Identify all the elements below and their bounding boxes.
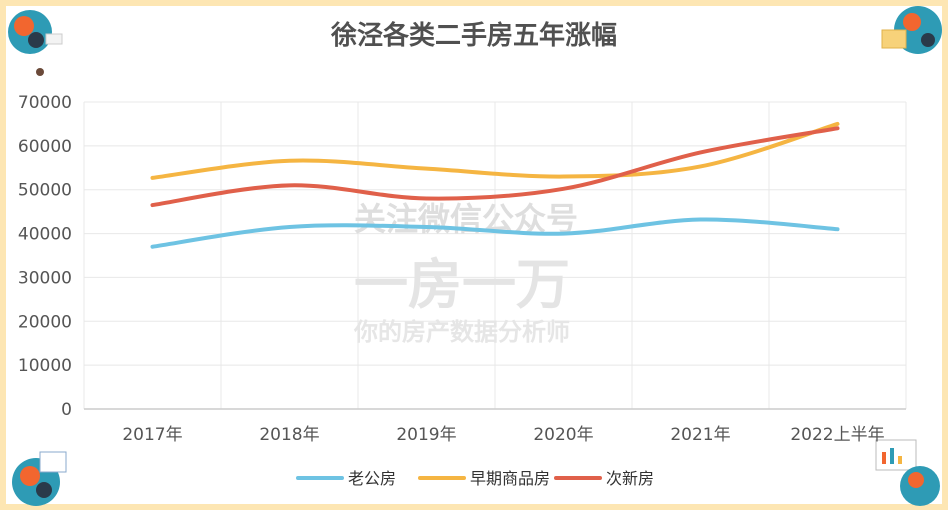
- x-tick-label: 2019年: [396, 425, 456, 445]
- series-lines: [150, 121, 840, 249]
- chart-title: 徐泾各类二手房五年涨幅: [330, 20, 617, 51]
- x-tick-label: 2022上半年: [790, 425, 884, 445]
- gridlines: [83, 101, 907, 410]
- x-axis-ticks: 2017年 2018年 2019年 2020年 2021年 2022上半年: [122, 425, 884, 445]
- legend: 老公房 早期商品房 次新房: [296, 469, 654, 488]
- corner-illustration-bottom-left: [12, 451, 67, 506]
- series-line-2: [150, 126, 840, 208]
- watermark-line-2: 一房一万: [354, 253, 570, 316]
- watermark-line-3: 你的房产数据分析师: [353, 318, 570, 346]
- series-line-1: [150, 121, 840, 180]
- legend-label: 次新房: [606, 469, 654, 488]
- x-tick-label: 2018年: [259, 425, 319, 445]
- y-tick-label: 10000: [18, 356, 72, 376]
- x-tick-label: 2020年: [533, 425, 593, 445]
- legend-label: 老公房: [348, 469, 396, 488]
- corner-illustration-bottom-right: [875, 439, 940, 506]
- corner-illustration-top-left: [8, 10, 63, 76]
- series-line-0: [150, 217, 840, 249]
- y-tick-label: 30000: [18, 268, 72, 288]
- x-tick-label: 2017年: [122, 425, 182, 445]
- y-tick-label: 60000: [18, 137, 72, 157]
- y-tick-label: 70000: [18, 93, 72, 113]
- y-axis-ticks: 0 10000 20000 30000 40000 50000 60000 70000: [18, 93, 72, 420]
- corner-illustration-top-right: [881, 6, 942, 54]
- y-tick-label: 40000: [18, 225, 72, 245]
- x-tick-label: 2021年: [670, 425, 730, 445]
- legend-label: 早期商品房: [470, 469, 550, 488]
- y-tick-label: 0: [61, 400, 72, 420]
- y-tick-label: 20000: [18, 312, 72, 332]
- y-tick-label: 50000: [18, 181, 72, 201]
